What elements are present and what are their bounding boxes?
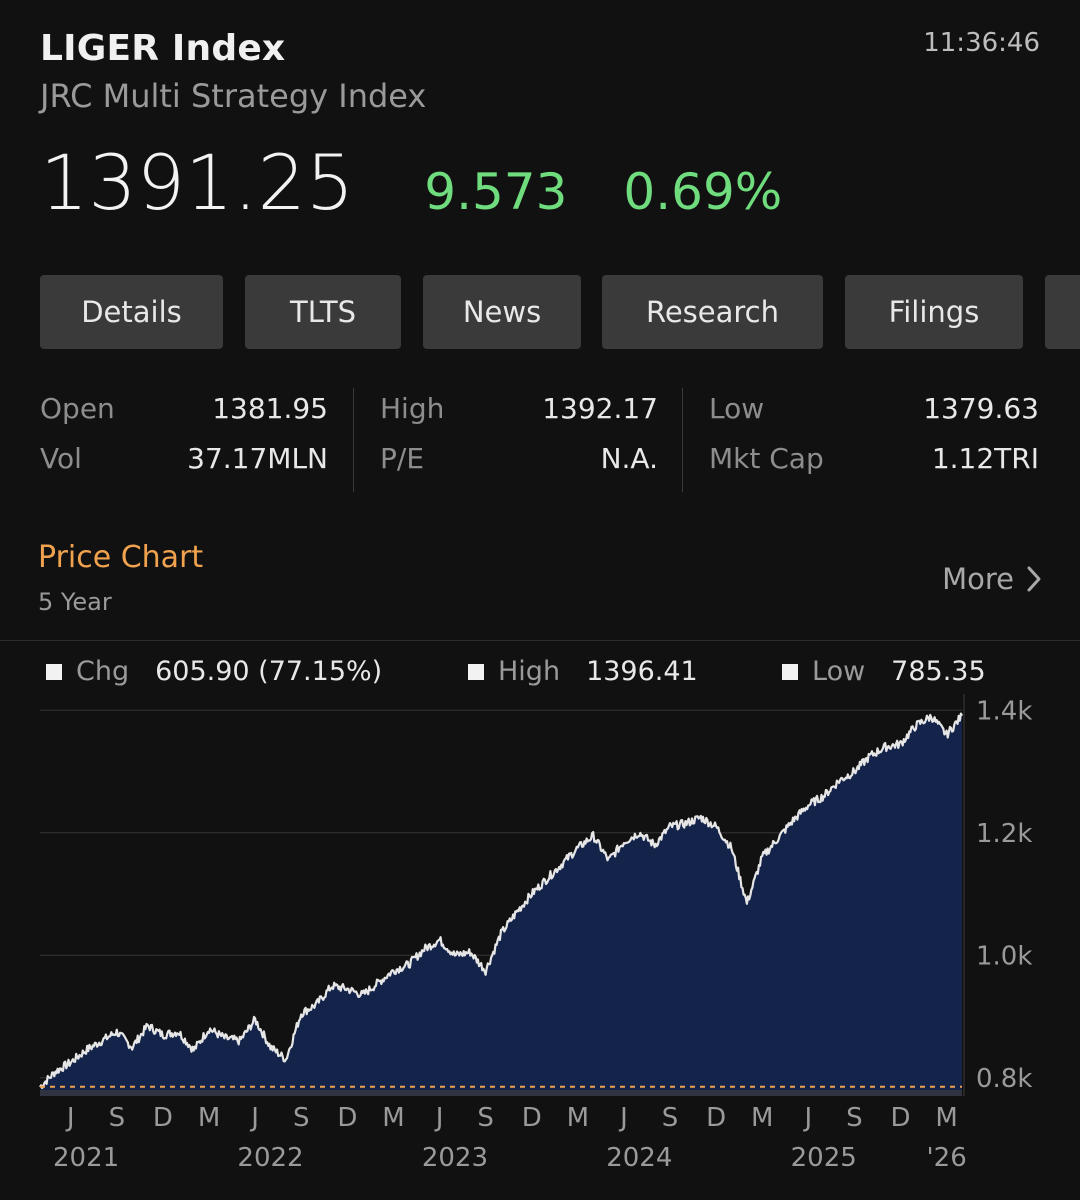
stat-vol: Vol 37.17MLN [40,442,328,492]
legend-low: Low 785.35 [782,656,986,687]
price-chart-title: Price Chart [38,540,204,575]
stat-label: Low [709,392,765,425]
chart-legend: Chg 605.90 (77.15%) High 1396.41 Low 785… [0,656,1080,692]
stat-label: Mkt Cap [709,442,824,475]
stat-label: P/E [380,442,425,475]
stats-divider [682,388,683,492]
price-change: 9.573 [424,163,568,221]
stat-label: Open [40,392,115,425]
header: LIGER Index JRC Multi Strategy Index 11:… [40,28,1040,115]
legend-value: 1396.41 [586,656,698,687]
legend-high: High 1396.41 [468,656,698,687]
stats-col-3: Low 1379.63 Mkt Cap 1.12TRI [709,388,1039,492]
x-year-label: 2025 [791,1143,857,1173]
x-tick-label: S [477,1103,494,1133]
stats-col-1: Open 1381.95 Vol 37.17MLN [40,388,328,492]
x-year-label: 2022 [237,1143,303,1173]
stat-value: 1379.63 [923,392,1039,425]
series-line [39,712,963,1090]
x-tick-label: D [891,1103,911,1133]
legend-change: Chg 605.90 (77.15%) [46,656,382,687]
legend-value: 785.35 [891,656,986,687]
stat-low: Low 1379.63 [709,392,1039,442]
stat-mktcap: Mkt Cap 1.12TRI [709,442,1039,492]
x-tick-label: M [198,1103,220,1133]
stat-label: High [380,392,445,425]
timestamp: 11:36:46 [923,28,1040,58]
x-tick-label: M [935,1103,957,1133]
series-area [40,713,962,1090]
x-tick-label: D [522,1103,542,1133]
stat-open: Open 1381.95 [40,392,328,442]
stat-high: High 1392.17 [380,392,658,442]
legend-label: Low [812,656,866,687]
tab-filings[interactable]: Filings [845,275,1023,349]
stats-divider [353,388,354,492]
x-tick-label: S [846,1103,863,1133]
more-label: More [942,562,1014,596]
index-subtitle: JRC Multi Strategy Index [40,77,427,115]
tab-tlts[interactable]: TLTS [245,275,401,349]
stats-panel: Open 1381.95 Vol 37.17MLN High 1392.17 P… [40,388,1040,498]
price-row: 1391.25 9.573 0.69% [40,138,782,227]
stat-pe: P/E N.A. [380,442,658,492]
y-tick-label: 1.4k [976,696,1032,726]
tab-bar: Details TLTS News Research Filings [40,275,1080,351]
x-tick-label: D [153,1103,173,1133]
legend-label: High [498,656,561,687]
price-chart[interactable]: 0.8k1.0k1.2k1.4kJ S D M J S D M J S D M J S D M J S D M2021… [0,690,1080,1190]
x-tick-label: J [618,1103,628,1133]
stat-value: 1392.17 [542,392,658,425]
x-tick-label: S [109,1103,126,1133]
x-year-label: 2024 [606,1143,672,1173]
x-tick-label: J [802,1103,812,1133]
last-price: 1391.25 [40,138,355,227]
tab-details[interactable]: Details [40,275,223,349]
x-year-label: 2023 [422,1143,488,1173]
stat-value: N.A. [600,442,658,475]
y-tick-label: 1.2k [976,819,1032,849]
x-tick-label: M [567,1103,589,1133]
stat-label: Vol [40,442,82,475]
x-tick-label: S [662,1103,679,1133]
chevron-right-icon [1027,566,1041,592]
x-tick-label: D [706,1103,726,1133]
legend-label: Chg [76,656,130,687]
x-tick-label: J [65,1103,75,1133]
legend-swatch [782,663,798,680]
tab-news[interactable]: News [423,275,581,349]
stat-value: 37.17MLN [187,442,328,475]
x-year-label: 2021 [53,1143,119,1173]
x-year-label: '26 [927,1143,967,1173]
x-tick-label: J [434,1103,444,1133]
stat-value: 1381.95 [212,392,328,425]
y-tick-label: 0.8k [976,1064,1032,1094]
more-link[interactable]: More [942,562,1042,596]
index-title: LIGER Index [40,28,286,69]
x-tick-label: S [293,1103,310,1133]
x-tick-label: J [249,1103,259,1133]
chart-period: 5 Year [38,588,112,616]
legend-swatch [46,663,62,680]
tab-more-partial[interactable] [1045,275,1080,349]
stat-value: 1.12TRI [931,442,1039,475]
x-axis-band [40,1090,962,1096]
legend-value: 605.90 (77.15%) [155,656,383,687]
x-tick-label: M [382,1103,404,1133]
tab-research[interactable]: Research [602,275,823,349]
legend-swatch [468,663,484,680]
section-divider [0,640,1080,641]
y-tick-label: 1.0k [976,941,1032,971]
price-change-percent: 0.69% [623,163,783,221]
stats-col-2: High 1392.17 P/E N.A. [380,388,658,492]
x-tick-label: D [337,1103,357,1133]
x-tick-label: M [751,1103,773,1133]
